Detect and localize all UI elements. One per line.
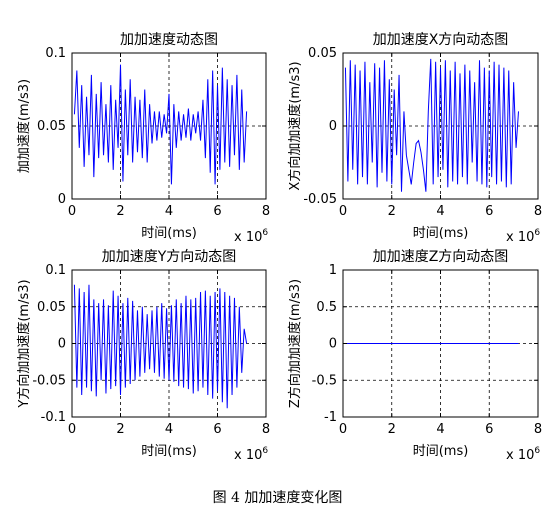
x-exponent-label: x 106 (506, 446, 540, 463)
x-tick-label: 8 (262, 204, 270, 219)
y-tick-label: 0 (329, 337, 337, 352)
y-tick-label: 1 (329, 263, 337, 278)
y-axis-label: 加加速度(m/s3) (16, 79, 32, 173)
y-tick-label: 0.1 (45, 263, 66, 278)
y-tick-label: 0.05 (37, 119, 66, 134)
x-tick-label: 4 (436, 422, 444, 437)
y-tick-label: -1 (324, 410, 337, 425)
y-axis-label: Z方向加加速度(m/s3) (287, 279, 303, 408)
y-tick-label: 0 (329, 119, 337, 134)
x-axis-label: 时间(ms) (141, 444, 197, 459)
x-exponent-power: 6 (262, 446, 268, 456)
x-exponent-power: 6 (534, 446, 540, 456)
y-tick-label: -0.5 (312, 373, 337, 388)
x-tick-label: 0 (339, 204, 347, 219)
y-tick-label: -0.05 (32, 373, 66, 388)
figure-caption: 图 4 加加速度变化图 (212, 490, 343, 506)
series-line-1 (344, 58, 519, 192)
x-tick-label: 0 (68, 204, 76, 219)
x-exponent-label: x 106 (506, 228, 540, 245)
y-tick-label: 0.05 (37, 300, 66, 315)
x-tick-label: 4 (165, 422, 173, 437)
x-tick-label: 8 (534, 422, 542, 437)
x-tick-label: 4 (165, 204, 173, 219)
x-axis-label: 时间(ms) (413, 444, 469, 459)
y-tick-label: 0.1 (45, 46, 66, 61)
chart-title: 加加速度Y方向动态图 (102, 249, 237, 265)
y-tick-label: 0.05 (308, 46, 337, 61)
x-tick-label: 6 (485, 204, 493, 219)
y-axis-label: X方向加加速度(m/s3) (287, 61, 303, 190)
x-tick-label: 6 (213, 422, 221, 437)
x-axis-label: 时间(ms) (141, 226, 197, 241)
y-tick-label: 0 (58, 192, 66, 207)
x-tick-label: 2 (388, 422, 396, 437)
x-exponent-power: 6 (534, 228, 540, 238)
x-tick-label: 0 (339, 422, 347, 437)
x-axis-label: 时间(ms) (413, 226, 469, 241)
x-tick-label: 6 (485, 422, 493, 437)
x-tick-label: 6 (213, 204, 221, 219)
y-axis-label: Y方向加加速度(m/s3) (16, 279, 32, 408)
x-tick-label: 2 (116, 422, 124, 437)
x-exponent-label: x 106 (234, 228, 268, 245)
x-tick-label: 2 (388, 204, 396, 219)
y-tick-label: 0 (58, 337, 66, 352)
x-tick-label: 8 (262, 422, 270, 437)
y-tick-label: 0.5 (316, 300, 337, 315)
y-tick-label: -0.1 (41, 410, 66, 425)
x-tick-label: 8 (534, 204, 542, 219)
chart-title: 加加速度Z方向动态图 (373, 249, 509, 265)
x-tick-label: 0 (68, 422, 76, 437)
x-tick-label: 4 (436, 204, 444, 219)
chart-title: 加加速度动态图 (120, 32, 218, 48)
y-tick-label: -0.05 (303, 192, 337, 207)
series-line-1 (73, 64, 248, 185)
x-tick-label: 2 (116, 204, 124, 219)
x-exponent-label: x 106 (234, 446, 268, 463)
chart-title: 加加速度X方向动态图 (373, 32, 509, 48)
series-line-1 (73, 284, 248, 409)
x-exponent-power: 6 (262, 228, 268, 238)
